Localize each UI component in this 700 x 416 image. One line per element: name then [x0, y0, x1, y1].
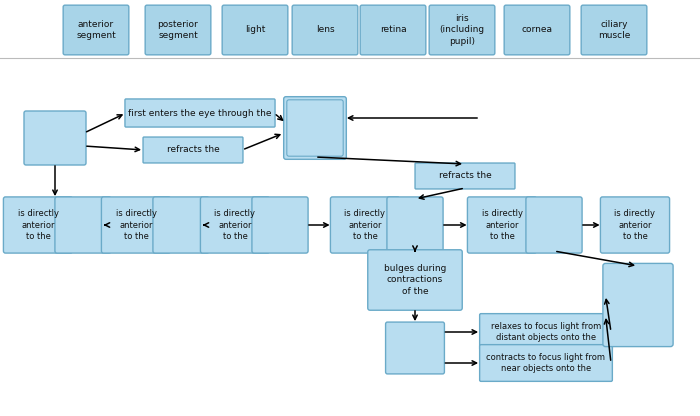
FancyBboxPatch shape	[125, 99, 275, 127]
FancyBboxPatch shape	[252, 197, 308, 253]
Text: retina: retina	[379, 25, 406, 35]
Text: lens: lens	[316, 25, 335, 35]
Text: relaxes to focus light from
distant objects onto the: relaxes to focus light from distant obje…	[491, 322, 601, 342]
FancyBboxPatch shape	[284, 97, 346, 159]
Text: is directly
anterior
to the: is directly anterior to the	[615, 209, 655, 240]
Text: ciliary
muscle: ciliary muscle	[598, 20, 630, 40]
Text: is directly
anterior
to the: is directly anterior to the	[214, 209, 256, 240]
Text: is directly
anterior
to the: is directly anterior to the	[18, 209, 59, 240]
FancyBboxPatch shape	[368, 250, 462, 310]
FancyBboxPatch shape	[504, 5, 570, 55]
Text: is directly
anterior
to the: is directly anterior to the	[116, 209, 157, 240]
FancyBboxPatch shape	[468, 197, 537, 253]
Text: contracts to focus light from
near objects onto the: contracts to focus light from near objec…	[486, 353, 606, 373]
FancyBboxPatch shape	[63, 5, 129, 55]
FancyBboxPatch shape	[415, 163, 515, 189]
FancyBboxPatch shape	[143, 137, 243, 163]
FancyBboxPatch shape	[145, 5, 211, 55]
Text: posterior
segment: posterior segment	[158, 20, 198, 40]
Text: bulges during
contractions
of the: bulges during contractions of the	[384, 265, 446, 296]
Text: iris
(including
pupil): iris (including pupil)	[440, 15, 484, 46]
Text: refracts the: refracts the	[167, 146, 219, 154]
FancyBboxPatch shape	[200, 197, 270, 253]
FancyBboxPatch shape	[603, 263, 673, 347]
FancyBboxPatch shape	[480, 344, 612, 381]
FancyBboxPatch shape	[386, 322, 444, 374]
FancyBboxPatch shape	[581, 5, 647, 55]
Text: cornea: cornea	[522, 25, 552, 35]
FancyBboxPatch shape	[429, 5, 495, 55]
FancyBboxPatch shape	[601, 197, 670, 253]
FancyBboxPatch shape	[222, 5, 288, 55]
FancyBboxPatch shape	[292, 5, 358, 55]
Text: light: light	[245, 25, 265, 35]
FancyBboxPatch shape	[360, 5, 426, 55]
FancyBboxPatch shape	[24, 111, 86, 165]
FancyBboxPatch shape	[153, 197, 209, 253]
FancyBboxPatch shape	[480, 314, 612, 350]
Text: is directly
anterior
to the: is directly anterior to the	[344, 209, 386, 240]
Text: anterior
segment: anterior segment	[76, 20, 116, 40]
Text: is directly
anterior
to the: is directly anterior to the	[482, 209, 522, 240]
FancyBboxPatch shape	[102, 197, 171, 253]
FancyBboxPatch shape	[387, 197, 443, 253]
Text: refracts the: refracts the	[439, 171, 491, 181]
FancyBboxPatch shape	[526, 197, 582, 253]
Text: first enters the eye through the: first enters the eye through the	[128, 109, 272, 117]
FancyBboxPatch shape	[330, 197, 400, 253]
FancyBboxPatch shape	[4, 197, 73, 253]
FancyBboxPatch shape	[55, 197, 111, 253]
